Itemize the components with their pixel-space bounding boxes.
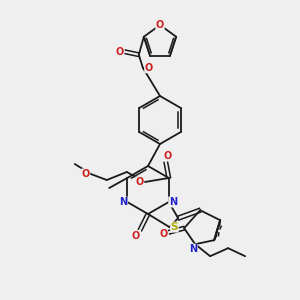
Text: O: O [159,229,167,239]
Text: O: O [132,231,140,241]
Text: O: O [116,47,124,57]
Text: O: O [136,177,144,187]
Text: N: N [189,244,197,254]
Text: S: S [171,222,178,232]
Text: O: O [156,20,164,30]
Text: O: O [164,151,172,161]
Text: N: N [119,197,127,207]
Text: O: O [82,169,90,179]
Text: N: N [169,197,177,207]
Text: O: O [145,63,153,73]
